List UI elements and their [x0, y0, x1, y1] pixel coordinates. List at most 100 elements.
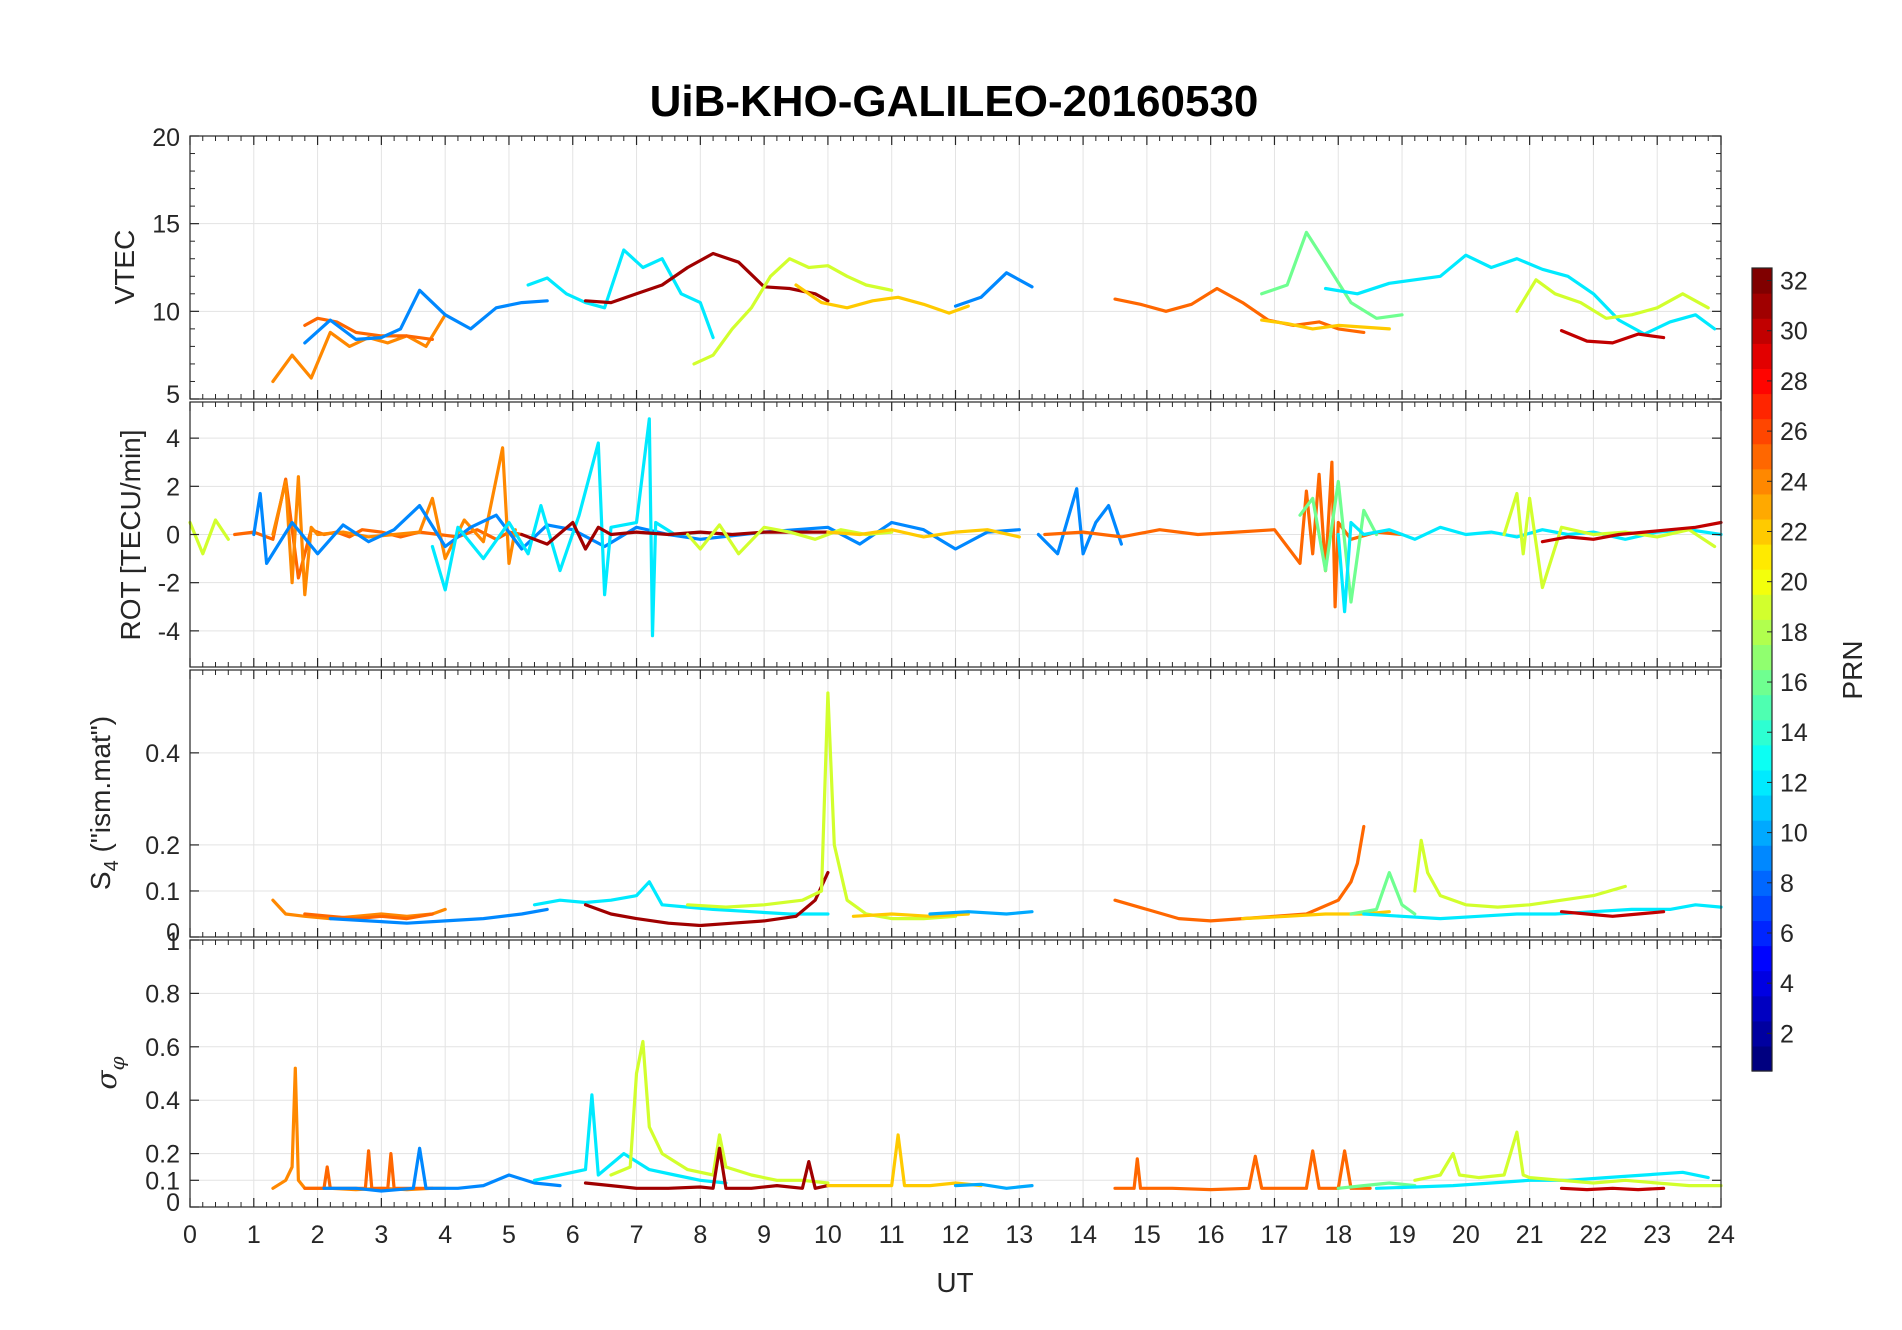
x-tick-label: 0	[183, 1221, 197, 1249]
colorbar-segment	[1752, 669, 1772, 696]
vtec-ytick-label: 20	[152, 124, 180, 152]
s4-series-prn-25	[303, 912, 434, 921]
sigma-series-prn-22	[826, 1133, 983, 1188]
rot-series-prn-19	[188, 518, 230, 556]
x-tick-label: 1	[247, 1221, 261, 1249]
vtec-ytick-label: 10	[152, 298, 180, 326]
s4-panel: 0 0.1 0.2 0.4 S4 ("ism.mat")	[85, 669, 1723, 947]
colorbar-segment	[1752, 393, 1772, 420]
chart-title: UiB-KHO-GALILEO-20160530	[650, 77, 1259, 126]
x-tick-label: 17	[1261, 1221, 1289, 1249]
x-tick-label: 13	[1005, 1221, 1033, 1249]
rot-ytick-label: -2	[158, 570, 180, 598]
x-tick-label: 7	[630, 1221, 644, 1249]
vtec-series-prn-16	[1260, 230, 1404, 320]
x-tick-label: 20	[1452, 1221, 1480, 1249]
s4-ytick-label: 0	[166, 919, 180, 947]
rot-ylabel: ROT [TECU/min]	[115, 429, 146, 640]
x-tick-label: 19	[1388, 1221, 1416, 1249]
x-tick-label: 9	[757, 1221, 771, 1249]
rot-series-prn-12	[1336, 520, 1723, 614]
s4-ylabel-rest: ("ism.mat")	[85, 716, 116, 860]
colorbar-tick-label: 24	[1780, 468, 1808, 496]
sigma-panel: 00.10.2 0.4 0.6 0.8 1 σφ	[90, 928, 1723, 1217]
sigma-ytick-label: 0.6	[145, 1034, 180, 1062]
colorbar-tick-label: 6	[1780, 920, 1794, 948]
s4-ytick-label: 0.2	[145, 832, 180, 860]
colorbar-tick-label: 22	[1780, 518, 1808, 546]
rot-ytick-label: 0	[166, 522, 180, 550]
vtec-ytick-label: 15	[152, 211, 180, 239]
colorbar-segments	[1752, 268, 1772, 1072]
rot-series-prn-30	[1540, 520, 1723, 544]
vtec-series-prn-30	[1559, 329, 1666, 345]
rot-series-prn-25	[233, 477, 524, 580]
colorbar-segment	[1752, 769, 1772, 796]
colorbar-tick-label: 4	[1780, 970, 1794, 998]
x-tick-label: 10	[814, 1221, 842, 1249]
x-tick-label: 15	[1133, 1221, 1161, 1249]
sigma-ytick-label: 0.1	[145, 1167, 180, 1195]
x-tick-label: 22	[1580, 1221, 1608, 1249]
x-tick-label: 2	[311, 1221, 325, 1249]
colorbar-segment	[1752, 418, 1772, 445]
colorbar-segment	[1752, 1045, 1772, 1072]
colorbar-segment	[1752, 619, 1772, 646]
s4-grid	[190, 670, 1721, 937]
s4-ticks: 0 0.1 0.2 0.4	[145, 670, 1722, 947]
colorbar-segment	[1752, 493, 1772, 520]
rot-series-prn-9	[1036, 487, 1124, 556]
colorbar-tick-label: 12	[1780, 769, 1808, 797]
s4-series-prn-12	[1362, 903, 1723, 921]
x-tick-label: 14	[1069, 1221, 1097, 1249]
colorbar-segment	[1752, 368, 1772, 395]
rot-ytick-label: 2	[166, 473, 180, 501]
sigma-series-prn-16	[1336, 1181, 1417, 1190]
vtec-series-prn-22	[794, 283, 970, 315]
sigma-ticks: 00.10.2 0.4 0.6 0.8 1	[145, 928, 1722, 1217]
colorbar-tick-label: 30	[1780, 318, 1808, 346]
colorbar-segment	[1752, 719, 1772, 746]
vtec-series-prn-9	[953, 271, 1034, 308]
s4-series-prn-9	[328, 907, 549, 925]
colorbar-tick-label: 26	[1780, 418, 1808, 446]
x-tick-label: 23	[1643, 1221, 1671, 1249]
colorbar-label: PRN	[1837, 640, 1868, 699]
colorbar-segment	[1752, 970, 1772, 997]
vtec-series-prn-24	[271, 313, 447, 384]
colorbar-segment	[1752, 318, 1772, 344]
s4-series-prn-10	[928, 910, 1034, 916]
rot-series	[188, 417, 1723, 638]
s4-series-prn-12	[532, 880, 830, 916]
x-tick-label: 18	[1324, 1221, 1352, 1249]
colorbar-segment	[1752, 820, 1772, 846]
colorbar-segment	[1752, 920, 1772, 947]
x-tick-label: 12	[942, 1221, 970, 1249]
x-axis-label: UT	[936, 1267, 973, 1298]
colorbar-segment	[1752, 343, 1772, 369]
s4-ylabel-s: S	[85, 871, 116, 890]
vtec-panel: 5 10 15 20 VTEC	[109, 124, 1722, 409]
colorbar-tick-label: 28	[1780, 368, 1808, 396]
sigma-series-prn-19	[609, 1039, 830, 1185]
sigma-ylabel: σφ	[90, 1056, 129, 1089]
x-tick-label: 8	[693, 1221, 707, 1249]
vtec-ylabel: VTEC	[109, 230, 140, 305]
colorbar-tick-label: 20	[1780, 569, 1808, 597]
colorbar-segment	[1752, 468, 1772, 495]
colorbar-segment	[1752, 794, 1772, 821]
vtec-series-prn-22	[1260, 318, 1391, 331]
colorbar-box	[1751, 267, 1773, 1072]
colorbar-segment	[1752, 845, 1772, 871]
s4-ytick-label: 0.4	[145, 740, 180, 768]
vtec-series-prn-12	[526, 248, 715, 340]
x-tick-label: 21	[1516, 1221, 1544, 1249]
vtec-series-prn-19	[1515, 278, 1710, 320]
colorbar-segment	[1752, 694, 1772, 721]
sigma-ylabel-sub: φ	[105, 1056, 129, 1070]
sigma-series-prn-25	[303, 1149, 434, 1190]
s4-ylabel-sub: 4	[101, 860, 123, 871]
sigma-ytick-label: 1	[166, 928, 180, 956]
